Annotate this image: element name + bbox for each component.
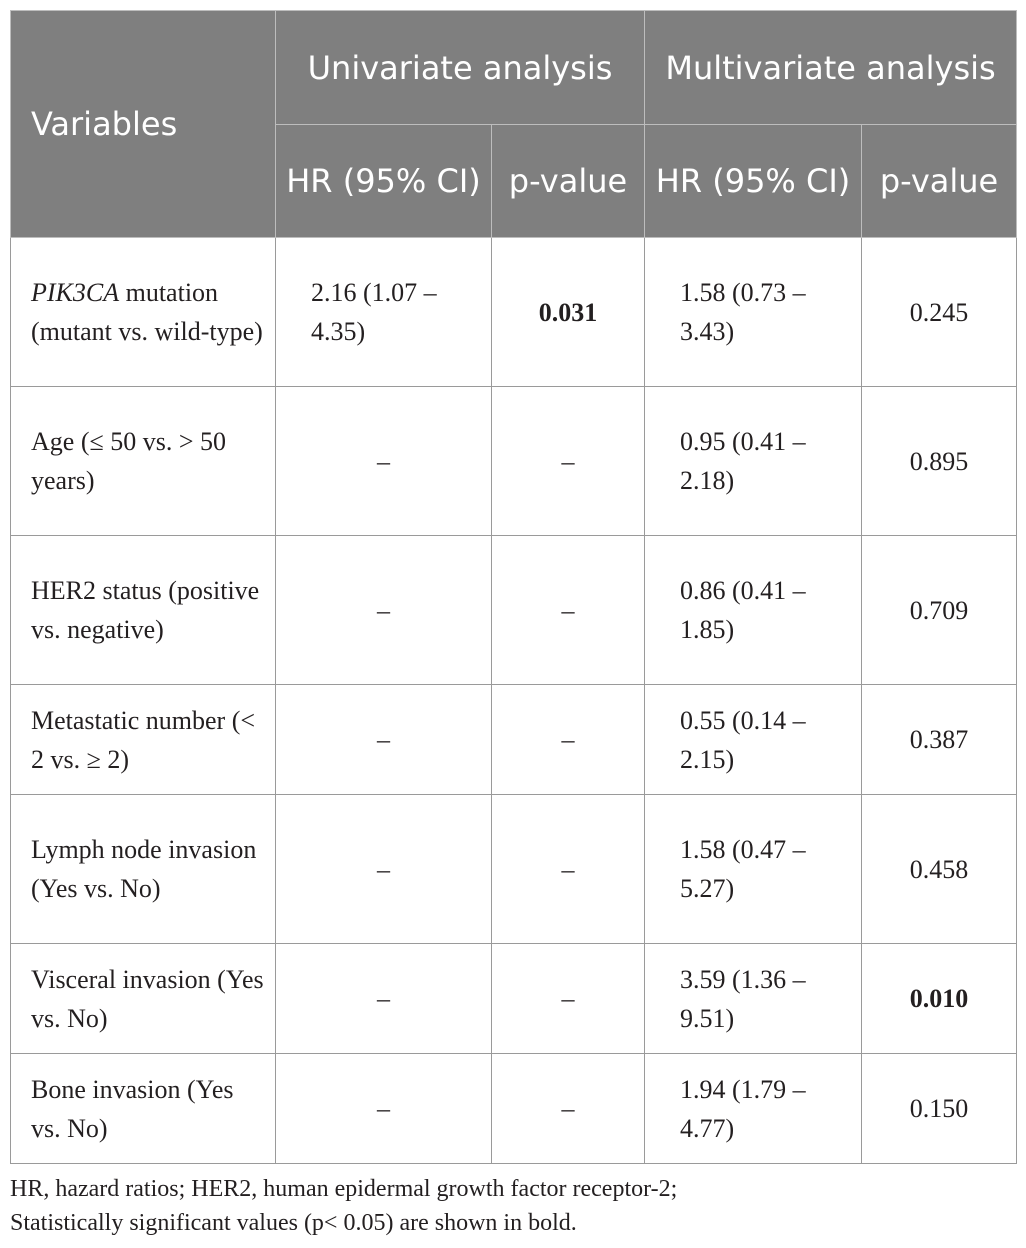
variable-cell: PIK3CA mutation (mutant vs. wild-type): [10, 237, 276, 387]
uni-hr-cell: –: [275, 1053, 492, 1164]
multi-hr-cell: 0.86 (0.41 – 1.85): [644, 535, 863, 685]
table-row: HER2 status (positive vs. negative) – – …: [10, 535, 1018, 685]
table-row: Age (≤ 50 vs. > 50 years) – – 0.95 (0.41…: [10, 386, 1018, 536]
footnote-line-1: HR, hazard ratios; HER2, human epidermal…: [10, 1176, 678, 1202]
uni-hr-cell: 2.16 (1.07 – 4.35): [275, 237, 492, 387]
table-row: Bone invasion (Yes vs. No) – – 1.94 (1.7…: [10, 1053, 1018, 1164]
multi-hr-cell: 1.58 (0.47 – 5.27): [644, 794, 863, 944]
multi-p-cell: 0.895: [861, 386, 1018, 536]
uni-hr-cell: –: [275, 386, 492, 536]
table-row: Lymph node invasion (Yes vs. No) – – 1.5…: [10, 794, 1018, 944]
table-row: Metastatic number (< 2 vs. ≥ 2) – – 0.55…: [10, 684, 1018, 795]
uni-p-cell: –: [490, 1053, 646, 1164]
header-uni-p: p-value: [490, 124, 646, 238]
header-multi-hr: HR (95% CI): [644, 124, 863, 238]
uni-p-cell: –: [490, 535, 646, 685]
multi-hr-cell: 1.58 (0.73 – 3.43): [644, 237, 863, 387]
table-row: PIK3CA mutation (mutant vs. wild-type) 2…: [10, 237, 1018, 387]
uni-p-cell: –: [490, 943, 646, 1054]
variable-cell: Metastatic number (< 2 vs. ≥ 2): [10, 684, 276, 795]
table-footnote: HR, hazard ratios; HER2, human epidermal…: [10, 1172, 1016, 1240]
multi-p-cell: 0.245: [861, 237, 1018, 387]
footnote-line-2: Statistically significant values (p< 0.0…: [10, 1210, 577, 1236]
header-multivariate: Multivariate analysis: [644, 10, 1018, 125]
variable-cell: Age (≤ 50 vs. > 50 years): [10, 386, 276, 536]
multi-hr-cell: 3.59 (1.36 – 9.51): [644, 943, 863, 1054]
multi-p-cell: 0.387: [861, 684, 1018, 795]
uni-p-cell: –: [490, 794, 646, 944]
multi-p-cell: 0.010: [861, 943, 1018, 1054]
header-uni-hr: HR (95% CI): [275, 124, 492, 238]
uni-hr-cell: –: [275, 794, 492, 944]
uni-hr-cell: –: [275, 943, 492, 1054]
variable-italic: PIK3CA: [31, 278, 120, 307]
uni-p-cell: –: [490, 684, 646, 795]
variable-label: Age (≤ 50 vs. > 50 years): [31, 427, 227, 495]
header-univariate: Univariate analysis: [274, 10, 646, 125]
multi-hr-cell: 0.95 (0.41 – 2.18): [644, 386, 863, 536]
multi-p-cell: 0.709: [861, 535, 1018, 685]
uni-p-cell: –: [490, 386, 646, 536]
table-row: Visceral invasion (Yes vs. No) – – 3.59 …: [10, 943, 1018, 1054]
multi-hr-cell: 1.94 (1.79 – 4.77): [644, 1053, 863, 1164]
variable-cell: Bone invasion (Yes vs. No): [10, 1053, 276, 1164]
variable-cell: HER2 status (positive vs. negative): [10, 535, 276, 685]
uni-hr-cell: –: [275, 684, 492, 795]
multi-p-cell: 0.150: [861, 1053, 1018, 1164]
variable-cell: Visceral invasion (Yes vs. No): [10, 943, 276, 1054]
multi-p-cell: 0.458: [861, 794, 1018, 944]
uni-hr-cell: –: [275, 535, 492, 685]
variable-cell: Lymph node invasion (Yes vs. No): [10, 794, 276, 944]
regression-table: Variables Univariate analysis Multivaria…: [10, 10, 1018, 1164]
variable-label: Visceral invasion (Yes vs. No): [31, 964, 264, 1033]
table-header: Variables Univariate analysis Multivaria…: [10, 10, 1018, 238]
variable-label: Lymph node invasion (Yes vs. No): [31, 835, 257, 903]
variable-label: mutation (mutant vs. wild-type): [31, 278, 263, 346]
variable-label: HER2 status (positive vs. negative): [31, 576, 260, 644]
uni-p-cell: 0.031: [490, 237, 646, 387]
variable-label: Metastatic number (< 2 vs. ≥ 2): [31, 705, 256, 774]
header-multi-p: p-value: [861, 124, 1018, 238]
multi-hr-cell: 0.55 (0.14 – 2.15): [644, 684, 863, 795]
header-variables: Variables: [10, 10, 276, 238]
variable-label: Bone invasion (Yes vs. No): [31, 1074, 234, 1143]
table-body: PIK3CA mutation (mutant vs. wild-type) 2…: [10, 237, 1018, 1164]
